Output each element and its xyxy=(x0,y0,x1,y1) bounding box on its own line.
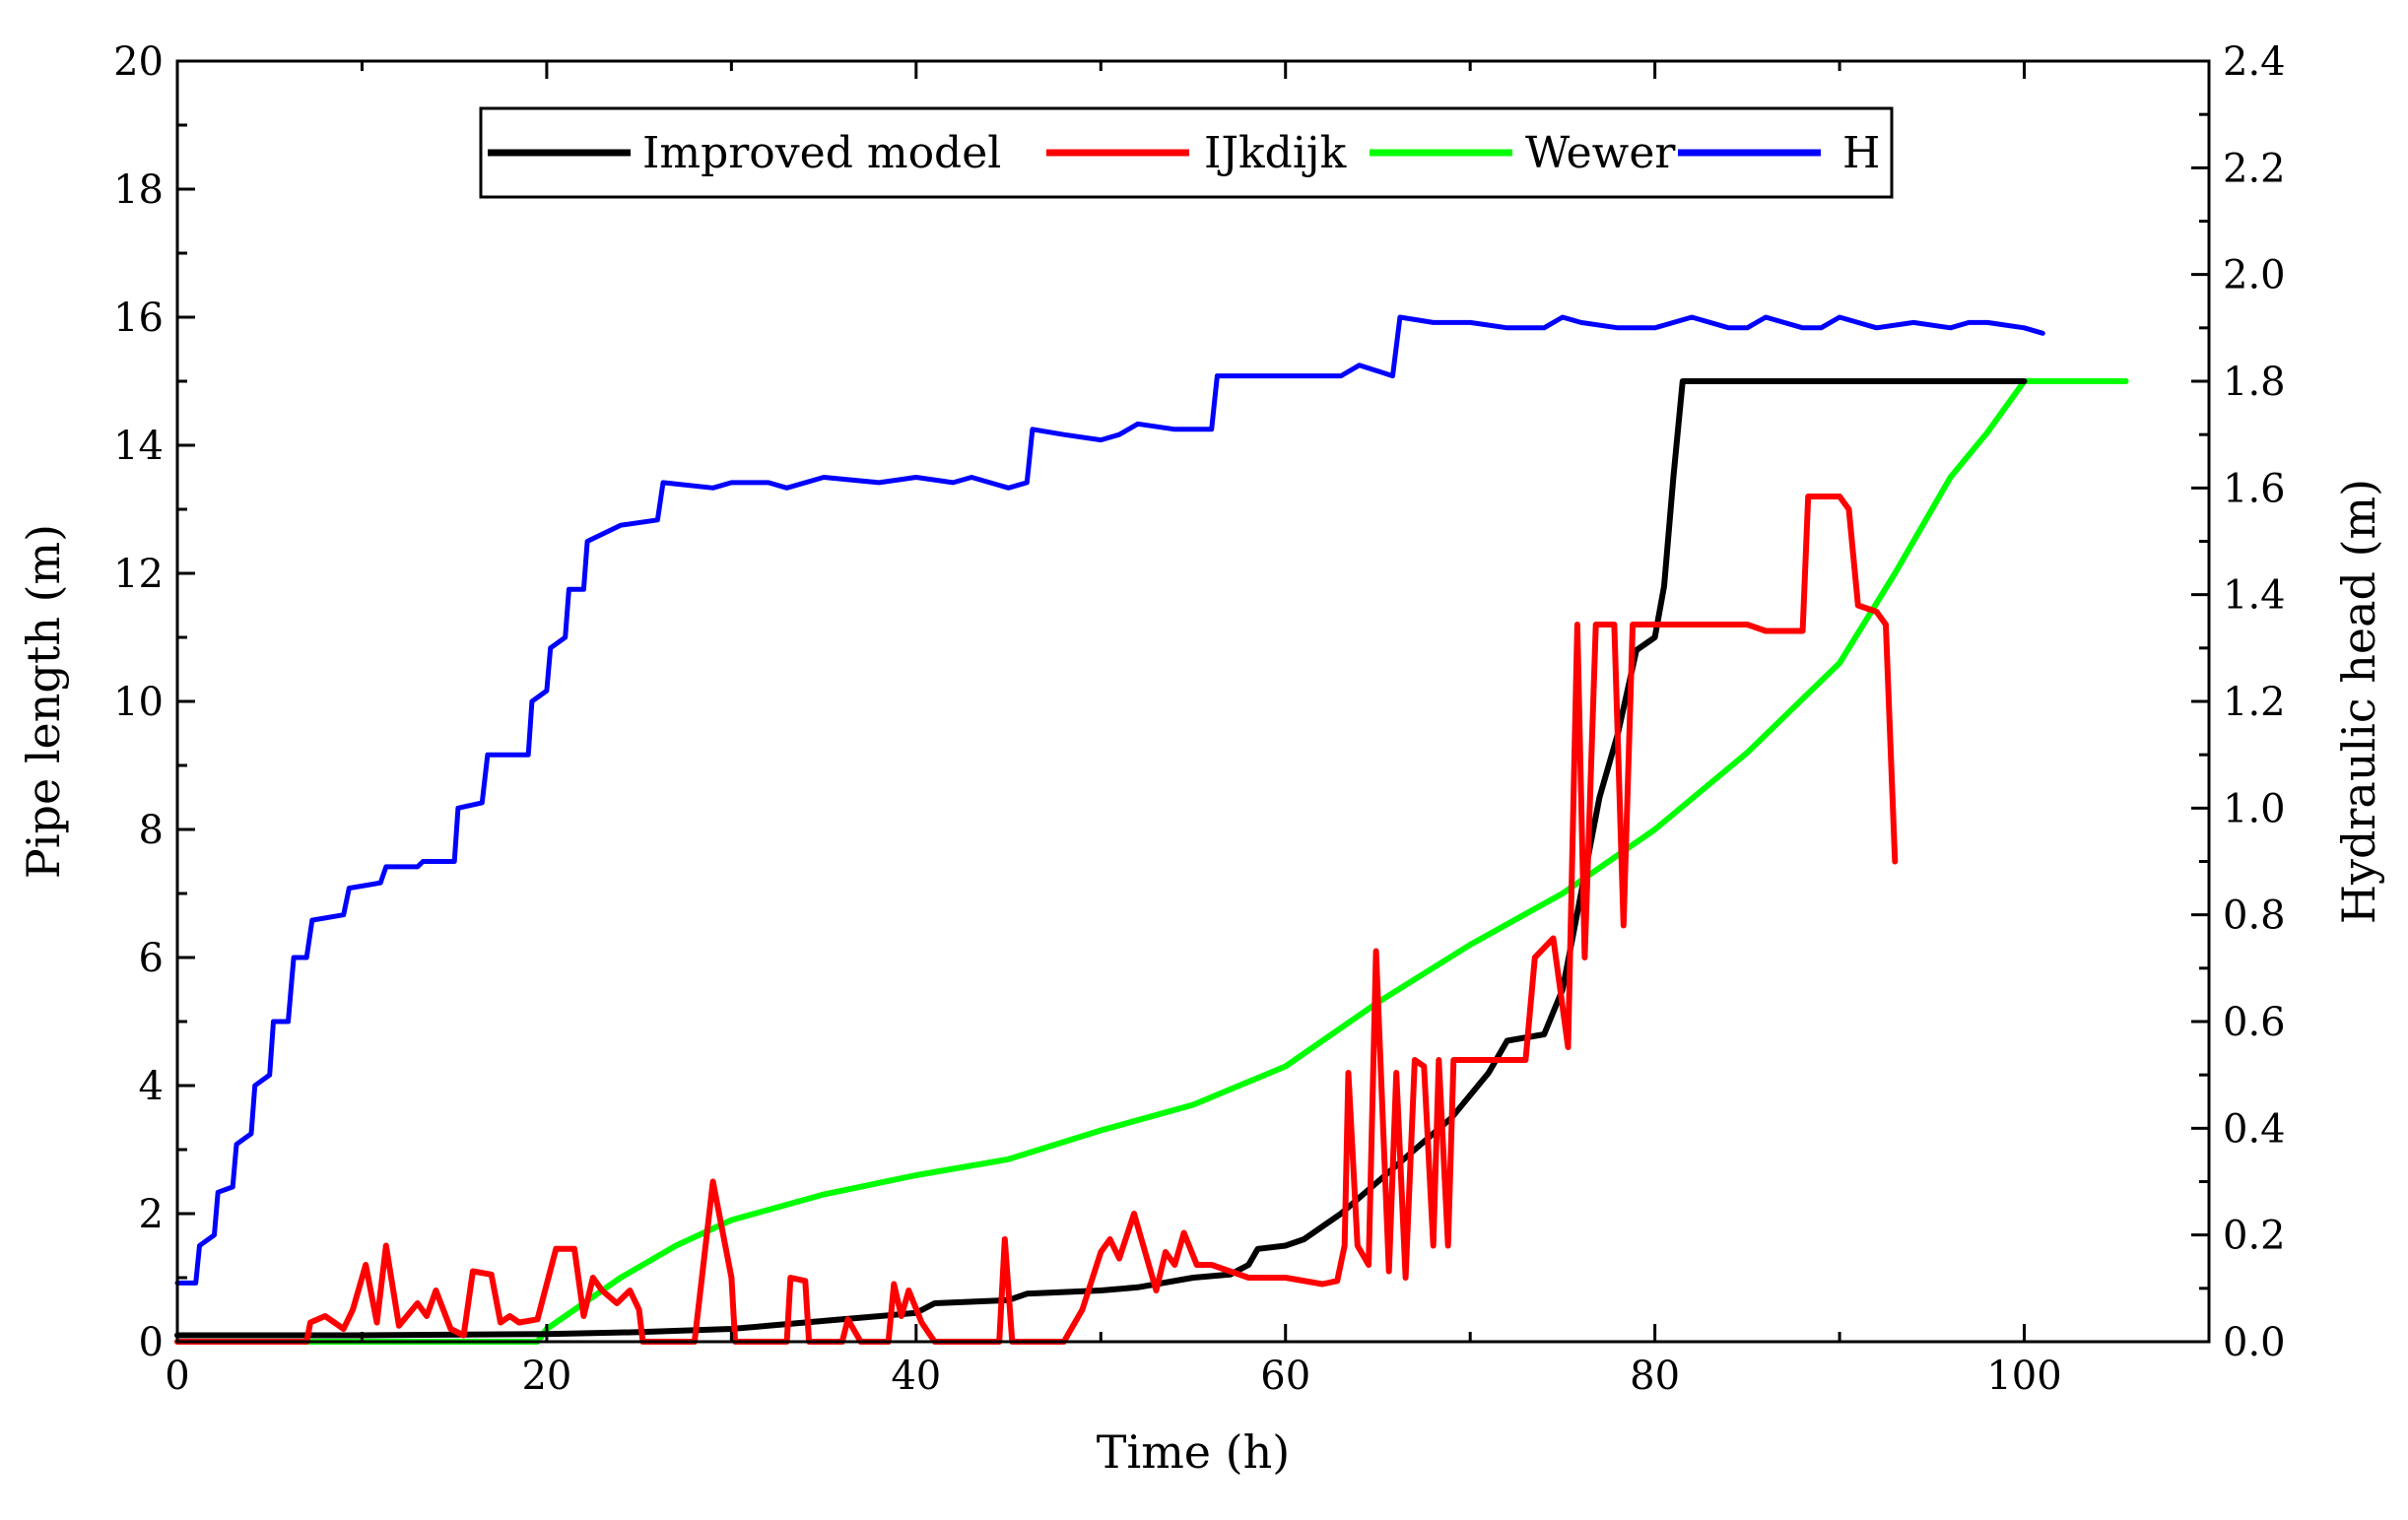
y2-tick-label: 1.2 xyxy=(2223,680,2286,725)
y2-tick-label: 0.2 xyxy=(2223,1214,2286,1259)
y-tick-label: 16 xyxy=(113,296,164,341)
y2-tick-label: 0.8 xyxy=(2223,893,2286,939)
y-tick-label: 2 xyxy=(139,1192,164,1237)
plot-frame xyxy=(175,59,2211,1344)
y2-tick-label: 1.6 xyxy=(2223,466,2286,511)
y-tick-label: 6 xyxy=(139,936,164,981)
legend-label-improved-model: Improved model xyxy=(642,128,1001,178)
x-tick-label: 80 xyxy=(1630,1354,1680,1399)
y2-tick-label: 2.0 xyxy=(2223,253,2286,298)
y2-tick-label: 1.4 xyxy=(2223,573,2286,619)
x-tick-label: 20 xyxy=(521,1354,571,1399)
legend-label-h: H xyxy=(1842,128,1880,178)
y-tick-label: 4 xyxy=(139,1064,164,1109)
y2-tick-label: 1.0 xyxy=(2223,786,2286,831)
y2-tick-label: 0.6 xyxy=(2223,1000,2286,1045)
y-tick-label: 14 xyxy=(113,424,164,469)
series-line-improved-model xyxy=(174,378,2028,1339)
legend: Improved model IJkdijk Wewer H xyxy=(479,106,1894,199)
y2-tick-label: 2.4 xyxy=(2223,39,2286,85)
legend-label-wewer: Wewer xyxy=(1525,128,1676,178)
y2-axis-title: Hydraulic head (m) xyxy=(2332,479,2385,924)
y-tick-label: 18 xyxy=(113,167,164,213)
y2-tick-label: 0.0 xyxy=(2223,1320,2286,1365)
x-tick-label: 40 xyxy=(891,1354,941,1399)
y-tick-label: 20 xyxy=(113,39,164,85)
x-tick-label: 60 xyxy=(1260,1354,1310,1399)
y-tick-label: 8 xyxy=(139,808,164,853)
series-line-wewer xyxy=(174,378,2129,1345)
legend-box xyxy=(479,106,1894,199)
series-line-ijkdijk xyxy=(174,494,1899,1345)
legend-label-ijkdijk: IJkdijk xyxy=(1204,128,1347,178)
y-tick-label: 10 xyxy=(113,680,164,725)
y-axis-title: Pipe length (m) xyxy=(17,524,70,879)
y2-tick-label: 2.2 xyxy=(2223,146,2286,191)
x-axis-title: Time (h) xyxy=(1097,1425,1290,1479)
y-tick-label: 12 xyxy=(113,552,164,597)
y2-tick-label: 0.4 xyxy=(2223,1106,2286,1152)
series-line-h xyxy=(174,314,2045,1286)
y2-tick-label: 1.8 xyxy=(2223,360,2286,405)
x-tick-label: 0 xyxy=(165,1354,189,1399)
x-tick-label: 100 xyxy=(1986,1354,2061,1399)
y-tick-label: 0 xyxy=(139,1320,164,1365)
